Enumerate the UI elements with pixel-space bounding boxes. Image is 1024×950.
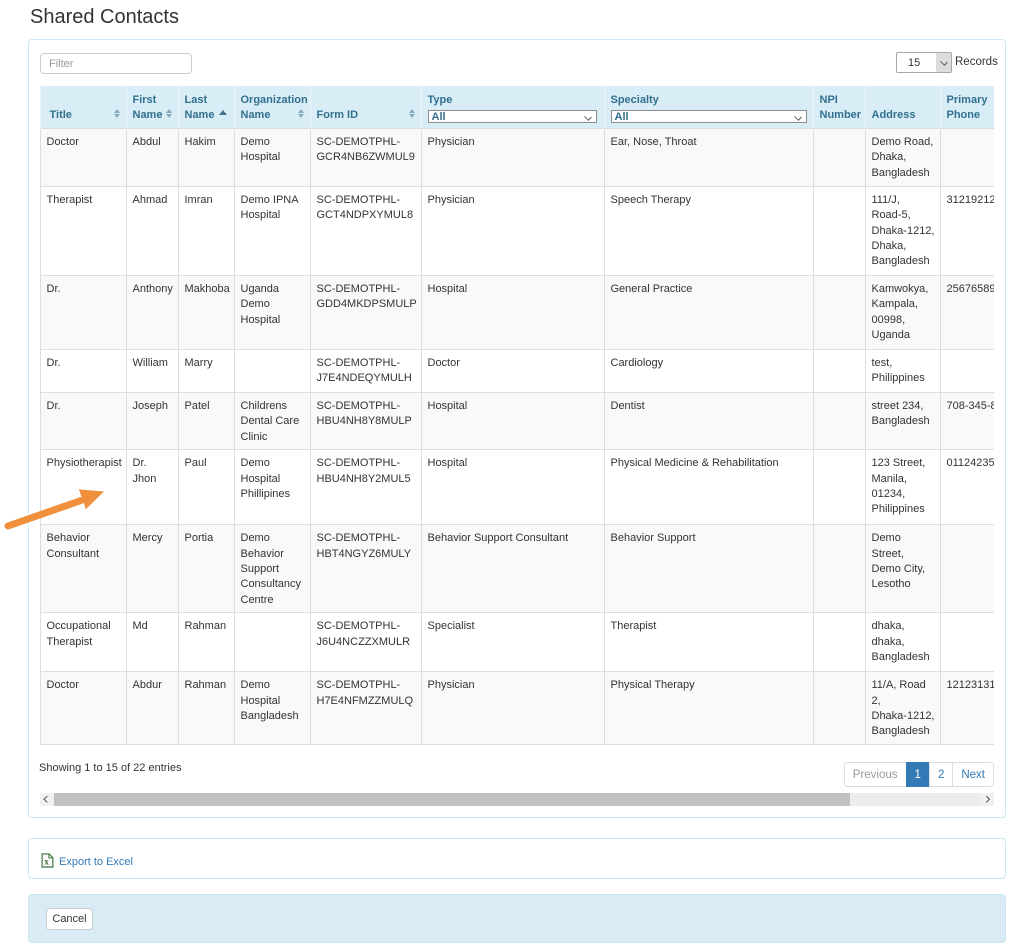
svg-text:x: x	[44, 857, 49, 867]
